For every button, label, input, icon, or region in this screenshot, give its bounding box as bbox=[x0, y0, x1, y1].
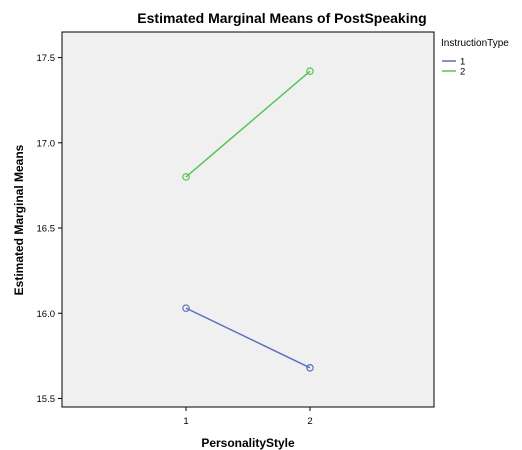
y-axis: 15.5 16.0 16.5 17.0 17.5 bbox=[37, 53, 62, 405]
y-tick-label: 17.0 bbox=[37, 138, 56, 149]
data-point bbox=[182, 304, 190, 312]
legend-label: 1 bbox=[460, 57, 465, 68]
series-line-1 bbox=[185, 307, 311, 369]
legend: 12 bbox=[442, 57, 465, 78]
x-axis-title: PersonalityStyle bbox=[201, 436, 295, 450]
plot-area bbox=[61, 31, 435, 408]
data-point bbox=[306, 363, 314, 372]
legend-label: 2 bbox=[460, 67, 465, 78]
series-layer bbox=[182, 67, 314, 372]
data-point bbox=[182, 173, 190, 181]
x-tick-label: 1 bbox=[183, 416, 188, 427]
y-axis-title: Estimated Marginal Means bbox=[12, 144, 26, 295]
series-line-2 bbox=[185, 70, 311, 178]
data-point bbox=[306, 67, 314, 76]
y-tick-label: 15.5 bbox=[37, 394, 56, 405]
y-tick-label: 16.0 bbox=[37, 309, 56, 320]
y-tick-label: 17.5 bbox=[37, 53, 56, 64]
chart-title: Estimated Marginal Means of PostSpeaking bbox=[137, 10, 426, 26]
y-tick-label: 16.5 bbox=[37, 224, 56, 235]
legend-title: InstructionType bbox=[441, 38, 509, 49]
x-tick-label: 2 bbox=[307, 416, 312, 427]
